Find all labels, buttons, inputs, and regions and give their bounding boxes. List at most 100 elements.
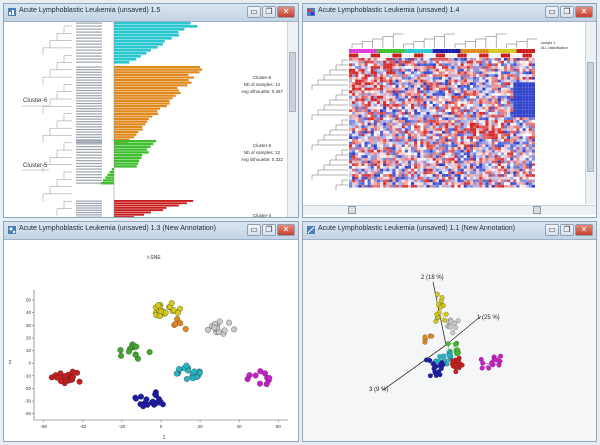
heatmap-cell <box>507 130 511 134</box>
heatmap-cell <box>432 101 436 104</box>
heatmap-cell <box>482 139 486 142</box>
heatmap-cell <box>516 60 520 64</box>
heatmap-cell <box>482 149 486 153</box>
heatmap-cell <box>417 71 421 75</box>
heatmap-cell <box>482 114 486 118</box>
scroll-left-button[interactable] <box>348 206 356 214</box>
heatmap-cell <box>488 74 492 77</box>
heatmap-cell <box>473 117 477 121</box>
minimize-button[interactable]: ▭ <box>247 224 261 236</box>
heatmap-cell <box>438 155 442 158</box>
heatmap-cell <box>485 95 489 99</box>
data-point <box>118 352 124 359</box>
heatmap-cell <box>404 58 408 61</box>
heatmap-cell <box>364 176 368 180</box>
close-button[interactable]: ✕ <box>575 6 593 18</box>
heatmap-cell <box>488 157 492 161</box>
minimize-button[interactable]: ▭ <box>247 6 261 18</box>
titlebar[interactable]: Acute Lymphoblastic Leukemia (unsaved) 1… <box>303 222 596 240</box>
heatmap-cell <box>473 106 477 110</box>
minimize-button[interactable]: ▭ <box>545 6 559 18</box>
heatmap-cell <box>414 147 418 150</box>
heatmap-cell <box>389 58 393 61</box>
data-point <box>69 374 76 381</box>
horizontal-scrollbar[interactable] <box>303 205 596 215</box>
heatmap-cell <box>454 168 458 172</box>
heatmap-cell <box>423 109 427 112</box>
close-button[interactable]: ✕ <box>575 224 593 236</box>
heatmap-cell <box>407 87 411 91</box>
heatmap-cell <box>442 141 446 145</box>
minimize-button[interactable]: ▭ <box>545 224 559 236</box>
heatmap-cell <box>426 157 430 161</box>
heatmap-cell <box>408 104 411 107</box>
restore-button[interactable]: ❐ <box>262 224 276 236</box>
heatmap-cell <box>386 95 390 99</box>
heatmap-cell <box>358 79 362 83</box>
scroll-thumb[interactable] <box>289 52 296 112</box>
heatmap-cell <box>531 141 535 145</box>
heatmap-cell <box>411 126 414 129</box>
column-dendrogram <box>351 33 538 48</box>
window-tsne: Acute Lymphoblastic Leukemia (unsaved) 1… <box>3 221 299 442</box>
restore-button[interactable]: ❐ <box>262 6 276 18</box>
heatmap-cell <box>507 74 511 77</box>
scroll-right-button[interactable] <box>533 206 541 214</box>
heatmap-cell <box>513 130 517 134</box>
vertical-scrollbar[interactable] <box>287 22 298 217</box>
heatmap-cell <box>420 149 424 153</box>
heatmap-cell <box>498 123 501 126</box>
close-button[interactable]: ✕ <box>277 224 295 236</box>
heatmap-cell <box>370 179 374 183</box>
heatmap-cell <box>392 160 396 164</box>
scroll-thumb[interactable] <box>587 62 594 172</box>
restore-button[interactable]: ❐ <box>560 224 574 236</box>
heatmap-cell <box>469 68 473 72</box>
heatmap-cell <box>405 66 408 69</box>
heatmap-cell <box>457 66 461 69</box>
heatmap-cell <box>466 103 470 107</box>
heatmap-cell <box>376 182 380 185</box>
silhouette-bar <box>114 55 141 58</box>
titlebar[interactable]: Acute Lymphoblastic Leukemia (unsaved) 1… <box>4 4 298 22</box>
silhouette-bar <box>114 148 148 151</box>
heatmap-cell <box>349 144 353 148</box>
annotation-cell <box>513 49 517 53</box>
heatmap-cell <box>407 168 411 172</box>
restore-button[interactable]: ❐ <box>560 6 574 18</box>
heatmap-cell <box>361 130 365 134</box>
heatmap-cell <box>398 144 402 148</box>
heatmap-cell <box>448 87 452 91</box>
heatmap-cell <box>358 117 362 121</box>
heatmap-cell <box>516 76 520 80</box>
heatmap-cell <box>476 155 480 158</box>
heatmap-cell <box>522 125 526 129</box>
heatmap-cell <box>370 174 374 177</box>
vertical-scrollbar[interactable] <box>585 22 596 204</box>
heatmap-cell <box>386 66 390 69</box>
heatmap-cell <box>525 149 529 153</box>
heatmap-cell <box>420 133 424 137</box>
heatmap-cell <box>525 152 529 156</box>
titlebar[interactable]: Acute Lymphoblastic Leukemia (unsaved) 1… <box>4 222 298 240</box>
heatmap-cell <box>389 144 393 148</box>
close-button[interactable]: ✕ <box>277 6 295 18</box>
heatmap-cell <box>404 179 408 183</box>
heatmap-cell <box>404 128 408 131</box>
heatmap-cell <box>432 76 436 80</box>
heatmap-cell <box>392 182 396 185</box>
window-title: Acute Lymphoblastic Leukemia (unsaved) 1… <box>19 225 217 232</box>
heatmap-cell <box>479 168 483 172</box>
heatmap-cell <box>463 71 467 75</box>
axis-3 <box>382 344 447 391</box>
cluster-5-info: Cluster-5 Nb of samples: 12 Avg silhouet… <box>241 143 283 162</box>
heatmap-cell <box>426 90 430 94</box>
heatmap-cell <box>423 103 427 107</box>
sample-label-mark <box>76 121 102 123</box>
heatmap-cell <box>445 109 449 112</box>
heatmap-cell <box>395 76 399 80</box>
heatmap-cell <box>389 174 393 177</box>
heatmap-cell <box>497 112 501 115</box>
titlebar[interactable]: Acute Lymphoblastic Leukemia (unsaved) 1… <box>303 4 596 22</box>
heatmap-cell <box>510 168 514 172</box>
